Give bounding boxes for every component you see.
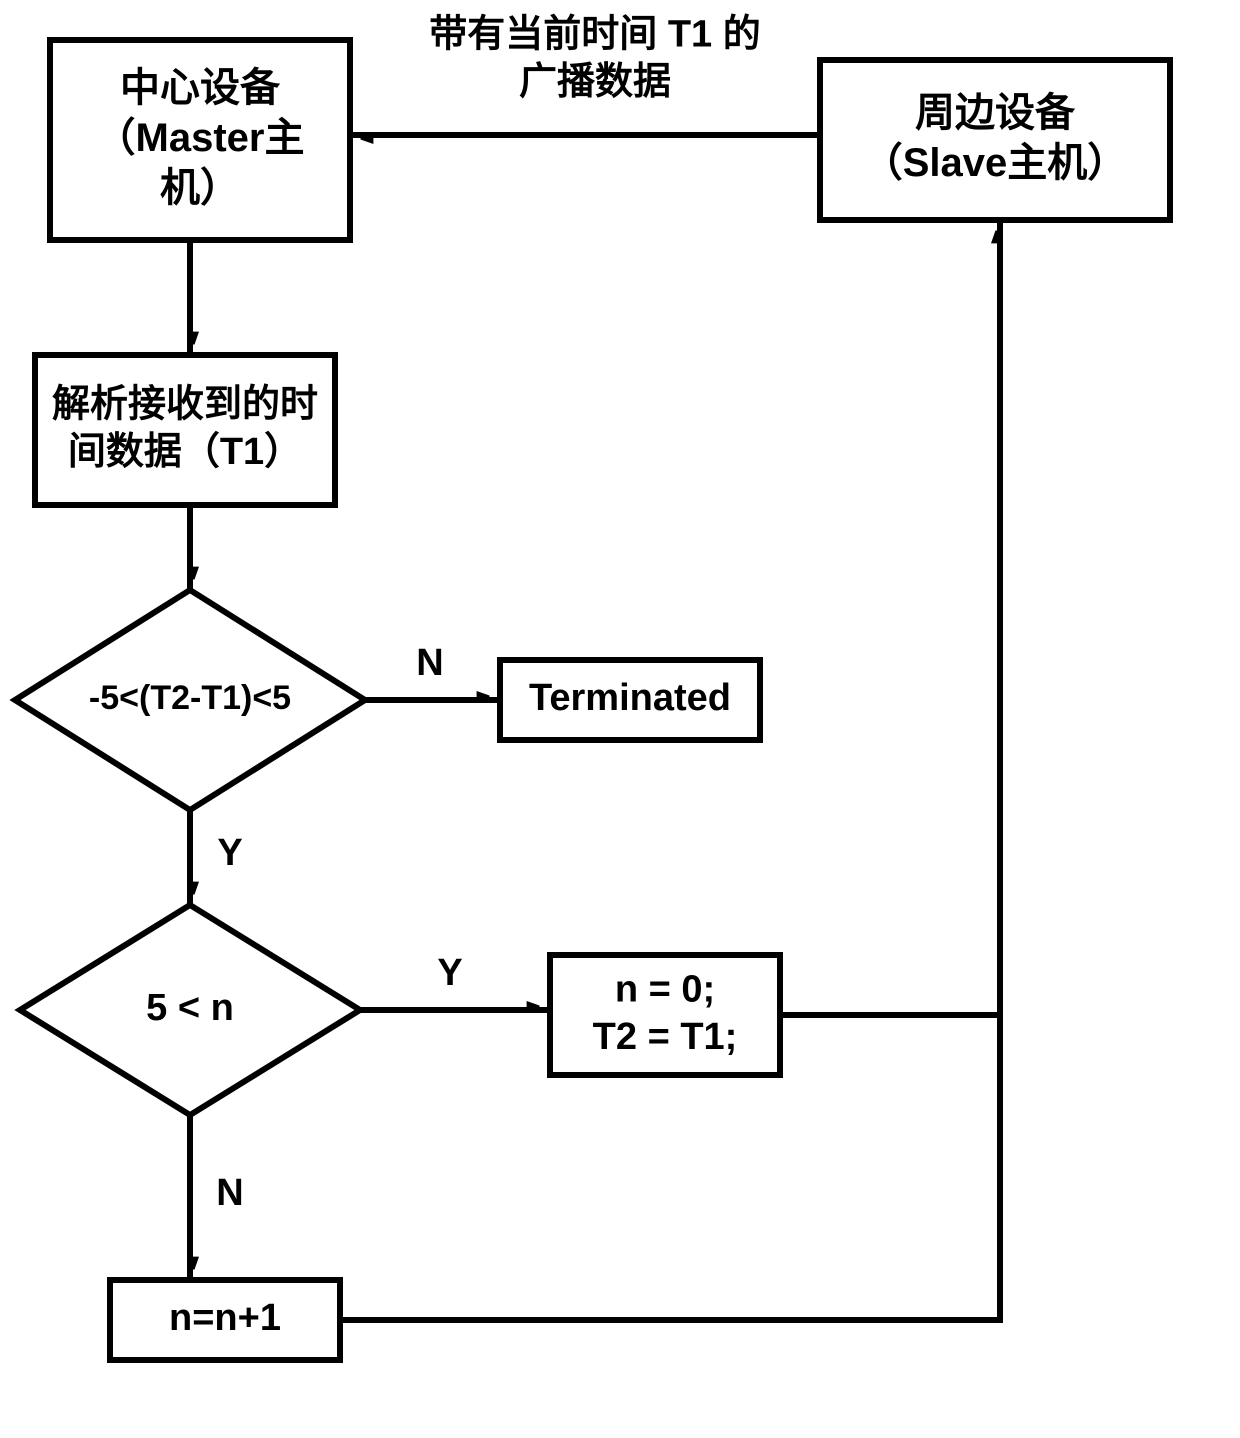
edge-label-3: N: [416, 642, 443, 684]
node-inc-label: n=n+1: [169, 1297, 281, 1339]
node-cond1: -5<(T2-T1)<5: [15, 590, 365, 810]
edge-label-4: Y: [217, 832, 242, 874]
edge-cond1-cond2: Y: [190, 810, 243, 905]
edge-label-0: 带有当前时间 T1 的广播数据: [429, 13, 760, 103]
edge-slave-master: 带有当前时间 T1 的广播数据: [350, 13, 820, 135]
node-cond1-label: -5<(T2-T1)<5: [89, 679, 291, 717]
edge-cond2-reset: Y: [360, 952, 550, 1010]
node-terminated: Terminated: [500, 660, 760, 740]
edge-cond2-inc: N: [190, 1115, 244, 1280]
node-master: 中心设备（Master主机）: [50, 40, 350, 240]
edge-label-6: N: [216, 1172, 243, 1214]
edge-reset-slave: [780, 220, 1000, 1015]
node-terminated-label: Terminated: [529, 677, 731, 719]
node-cond2: 5 < n: [20, 905, 360, 1115]
node-parse: 解析接收到的时间数据（T1）: [35, 355, 335, 505]
node-slave: 周边设备（Slave主机）: [820, 60, 1170, 220]
edge-label-5: Y: [437, 952, 462, 994]
node-reset: n = 0;T2 = T1;: [550, 955, 780, 1075]
edge-cond1-terminated: N: [365, 642, 500, 700]
node-cond2-label: 5 < n: [146, 987, 234, 1029]
node-inc: n=n+1: [110, 1280, 340, 1360]
flowchart-canvas: 中心设备（Master主机） 周边设备（Slave主机） 解析接收到的时间数据（T1…: [0, 0, 1240, 1438]
